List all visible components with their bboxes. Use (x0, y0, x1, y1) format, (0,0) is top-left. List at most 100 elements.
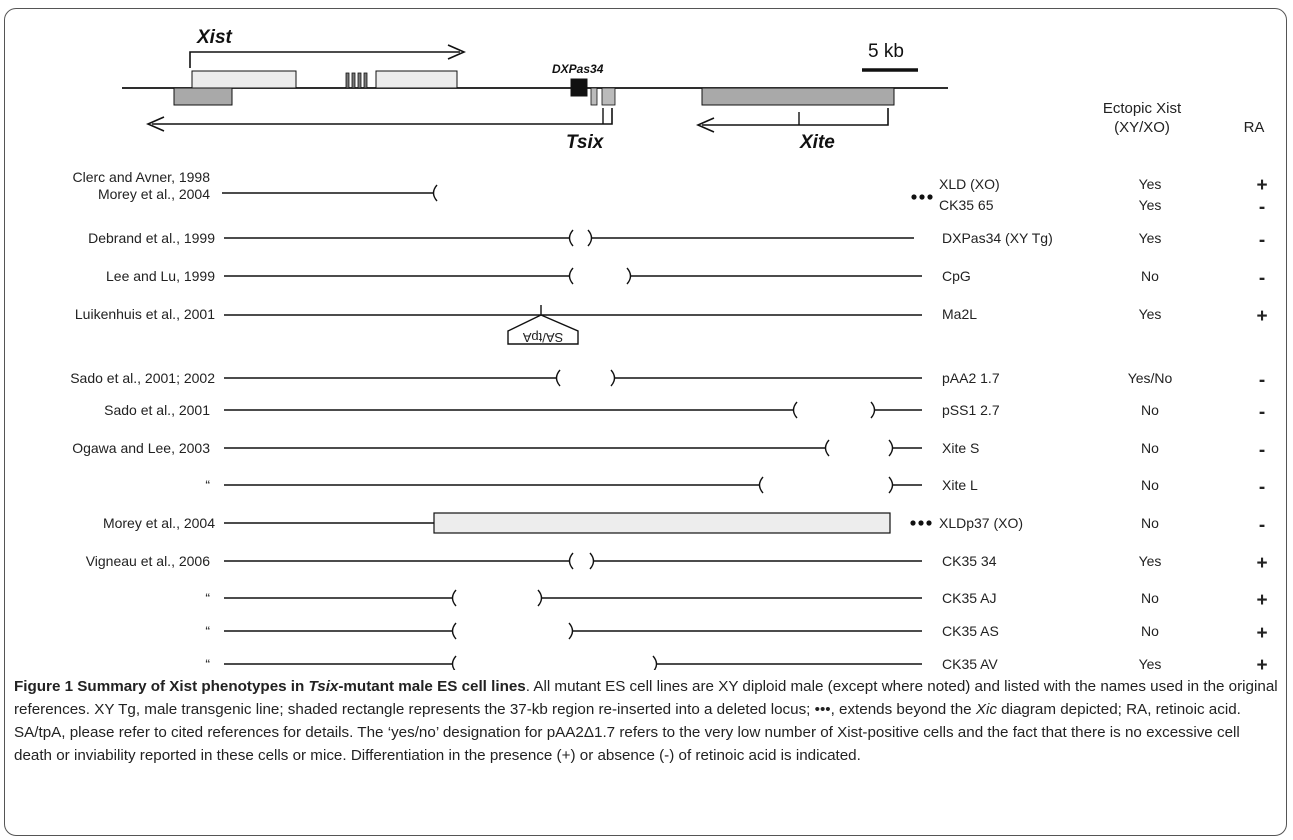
cell-line-label: CK35 AS (942, 623, 999, 639)
cell-line-label: Xite S (942, 440, 979, 456)
ra-value: - (1259, 197, 1265, 218)
ectopic-xist-value: No (1141, 515, 1159, 531)
dxpas34-box (570, 78, 588, 97)
deletion-row-ck35-as (224, 622, 922, 640)
scale-bar-label: 5 kb (868, 41, 904, 62)
xic-diagram: Xist DXPas34 Tsix Xite 5 kb (70, 27, 1268, 670)
tsix-exon-start (601, 87, 616, 106)
ra-value: + (1256, 553, 1267, 574)
xite-arrow (702, 108, 889, 126)
xite-region (701, 87, 895, 106)
reference-label: Morey et al., 2004 (98, 186, 210, 202)
ectopic-xist-value: No (1141, 623, 1159, 639)
tsix-label: Tsix (566, 132, 605, 153)
cell-line-label: XLDp37 (XO) (939, 515, 1023, 531)
ra-value: + (1256, 175, 1267, 196)
cell-line-label: Ma2L (942, 306, 977, 322)
cell-line-label: CK35 65 (939, 197, 994, 213)
deletion-row-ma2l: SA/tpA (224, 305, 922, 345)
deletion-row-dxpas34 (224, 229, 914, 247)
ra-value: - (1259, 402, 1265, 423)
ra-value: + (1256, 655, 1267, 670)
cell-line-label: DXPas34 (XY Tg) (942, 230, 1053, 246)
ra-value: + (1256, 590, 1267, 611)
ectopic-xist-header-1: Ectopic Xist (1103, 100, 1182, 117)
reference-label: Morey et al., 2004 (103, 515, 215, 531)
cell-line-label: CpG (942, 268, 971, 284)
ectopic-xist-value: Yes/No (1128, 370, 1173, 386)
xist-exon-small-1 (345, 72, 350, 89)
ra-value: + (1256, 306, 1267, 327)
reference-label: “ (205, 590, 210, 606)
caption-title: Figure 1 Summary of Xist phenotypes in T… (14, 678, 526, 695)
deletion-row-pss1 (224, 401, 922, 419)
xist-exon-2 (375, 70, 458, 89)
deletion-row-xldp37 (224, 512, 932, 534)
cell-line-label: Xite L (942, 477, 978, 493)
ectopic-xist-value: No (1141, 402, 1159, 418)
insert-label: SA/tpA (522, 330, 563, 345)
ectopic-xist-value: No (1141, 590, 1159, 606)
caption-text-1: . All mutant ES cell lines are XY diploi… (14, 678, 1278, 718)
deletion-row-xld (222, 184, 933, 202)
rows-text: Clerc and Avner, 1998 XLD (XO) Yes + Mor… (70, 169, 1267, 670)
xite-label: Xite (799, 132, 835, 153)
cell-line-label: CK35 AJ (942, 590, 996, 606)
xite-arrowhead (696, 117, 715, 133)
ectopic-xist-value: Yes (1139, 176, 1162, 192)
ra-value: - (1259, 515, 1265, 536)
ra-value: - (1259, 370, 1265, 391)
cell-line-label: XLD (XO) (939, 176, 1000, 192)
ra-value: - (1259, 268, 1265, 289)
reference-label: Vigneau et al., 2006 (86, 553, 211, 569)
xist-arrowhead (447, 44, 466, 60)
tsix-exon-left (173, 87, 233, 106)
ectopic-xist-header-2: (XY/XO) (1114, 119, 1170, 136)
ra-value: + (1256, 623, 1267, 644)
xist-label: Xist (196, 27, 233, 48)
ra-value: - (1259, 477, 1265, 498)
deletion-row-paa2 (224, 369, 922, 387)
ectopic-xist-value: No (1141, 477, 1159, 493)
reinserted-region (433, 512, 891, 534)
xist-exon-small-2 (351, 72, 356, 89)
ectopic-xist-value: Yes (1139, 553, 1162, 569)
reference-label: “ (205, 656, 210, 670)
figure-frame (4, 8, 1287, 836)
deletion-row-xite-s (224, 439, 922, 457)
deletion-row-ck35-34 (224, 552, 922, 570)
caption-title-italic: Tsix (308, 678, 339, 695)
deletion-row-ck35-av (224, 655, 922, 670)
caption-title-suffix: -mutant male ES cell lines (338, 678, 526, 695)
reference-label: Debrand et al., 1999 (88, 230, 215, 246)
caption-text-italic: Xic (975, 701, 997, 718)
reference-label: “ (205, 477, 210, 493)
tsix-exon-small (590, 87, 598, 106)
reference-label: Ogawa and Lee, 2003 (72, 440, 210, 456)
reference-label: “ (205, 623, 210, 639)
xist-exon-1 (191, 70, 297, 89)
ectopic-xist-value: Yes (1139, 230, 1162, 246)
deletion-row-xite-l (224, 476, 922, 494)
figure-caption: Figure 1 Summary of Xist phenotypes in T… (14, 675, 1279, 767)
cell-line-label: pAA2 1.7 (942, 370, 1000, 386)
ectopic-xist-value: Yes (1139, 197, 1162, 213)
cell-line-label: pSS1 2.7 (942, 402, 1000, 418)
ectopic-xist-value: No (1141, 440, 1159, 456)
cell-line-label: CK35 34 (942, 553, 997, 569)
deletion-lines: SA/tpA (222, 184, 933, 670)
xist-exon-small-4 (363, 72, 368, 89)
reference-label: Sado et al., 2001 (104, 402, 210, 418)
gene-map: Xist DXPas34 Tsix Xite 5 kb (122, 27, 948, 153)
ectopic-xist-value: Yes (1139, 656, 1162, 670)
dxpas34-label: DXPas34 (552, 62, 604, 76)
ectopic-xist-value: No (1141, 268, 1159, 284)
reference-label: Sado et al., 2001; 2002 (70, 370, 215, 386)
tsix-arrow (152, 108, 613, 125)
tsix-arrowhead (146, 116, 165, 132)
deletion-row-cpg (224, 267, 922, 285)
ra-value: - (1259, 230, 1265, 251)
column-headers: Ectopic Xist (XY/XO) RA (1103, 100, 1265, 136)
caption-title-prefix: Figure 1 Summary of Xist phenotypes in (14, 678, 309, 695)
reference-label: Luikenhuis et al., 2001 (75, 306, 215, 322)
